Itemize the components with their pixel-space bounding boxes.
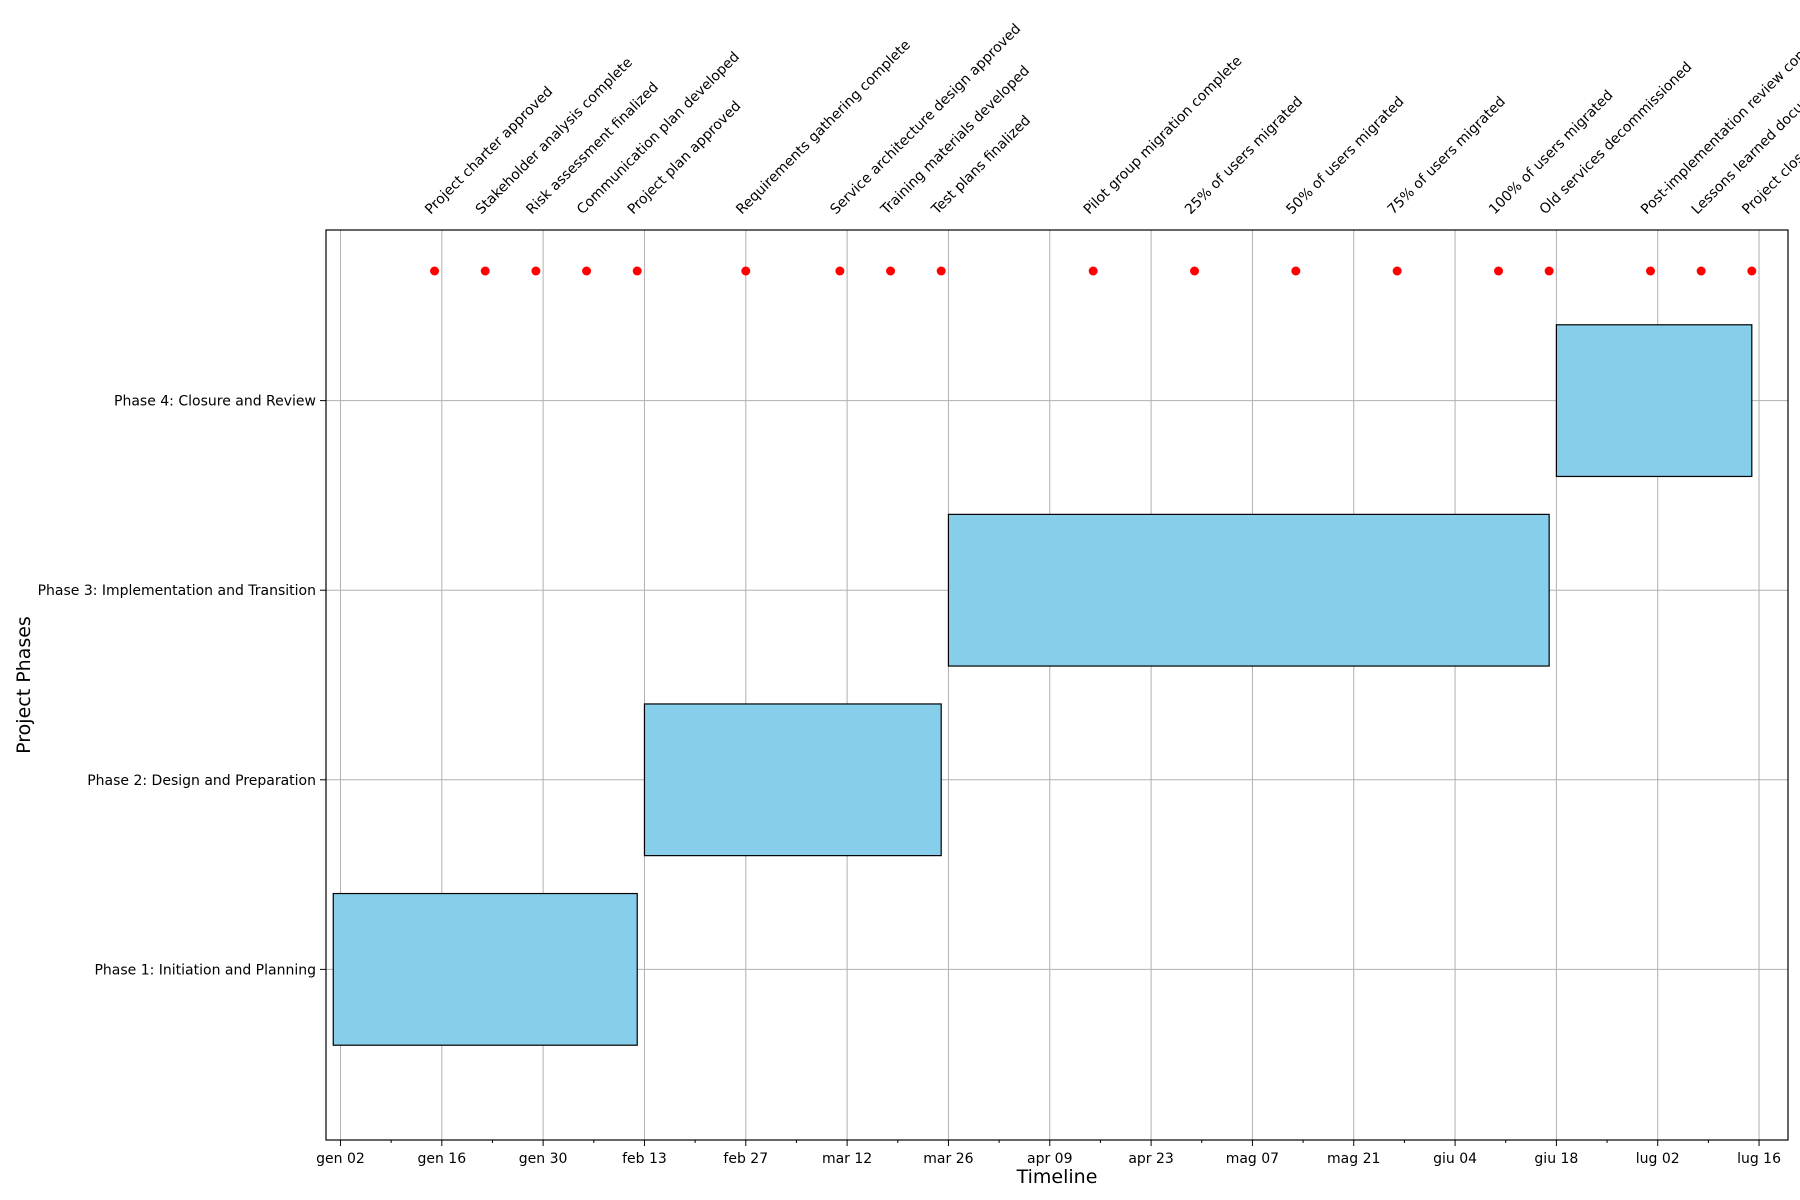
milestone-dot <box>886 266 896 276</box>
x-tick-label: gen 16 <box>417 1151 466 1167</box>
milestone-label: Requirements gathering complete <box>733 37 914 218</box>
milestone-dot <box>480 266 490 276</box>
milestone-label: 75% of users migrated <box>1385 94 1509 218</box>
milestone-dot <box>531 266 541 276</box>
x-tick-label: mar 12 <box>822 1151 872 1167</box>
x-tick-label: apr 23 <box>1128 1151 1174 1167</box>
x-tick-label: mag 07 <box>1226 1151 1279 1167</box>
x-tick-label: lug 16 <box>1737 1151 1781 1167</box>
y-axis-title: Project Phases <box>13 616 35 754</box>
plot-frame <box>325 229 1789 1141</box>
milestone-dot <box>1493 266 1503 276</box>
milestone-dot <box>1544 266 1554 276</box>
phase-bar <box>643 703 942 857</box>
milestone-dot <box>1190 266 1200 276</box>
milestone-dot <box>1392 266 1402 276</box>
milestone-label: Pilot group migration complete <box>1081 53 1246 218</box>
x-axis-ticks: gen 02 gen 16 gen 30 feb 13 feb 27 mar 12 mar … <box>316 1140 1781 1167</box>
x-tick-label: giu 04 <box>1433 1151 1477 1167</box>
phase-bar <box>947 513 1550 667</box>
y-axis-ticks: Phase 1: Initiation and Planning Phase 2:… <box>38 394 326 978</box>
x-tick-label: giu 18 <box>1534 1151 1578 1167</box>
milestone-dot <box>1696 266 1706 276</box>
milestone-label: 25% of users migrated <box>1182 94 1306 218</box>
milestone-label: 50% of users migrated <box>1283 94 1407 218</box>
x-tick-label: gen 30 <box>519 1151 568 1167</box>
milestone-dot <box>1088 266 1098 276</box>
phase-bar <box>332 892 638 1046</box>
phase-label: Phase 2: Design and Preparation <box>87 773 316 789</box>
x-tick-label: feb 27 <box>723 1151 768 1167</box>
x-tick-label: lug 02 <box>1636 1151 1680 1167</box>
milestone-dot <box>835 266 845 276</box>
phase-label: Phase 3: Implementation and Transition <box>38 583 316 599</box>
phase-bars <box>332 324 1753 1046</box>
milestone-dot <box>1747 266 1757 276</box>
milestone-dot <box>936 266 946 276</box>
x-tick-label: mag 21 <box>1327 1151 1380 1167</box>
milestone-label: Service architecture design approved <box>827 21 1024 218</box>
x-axis-title: Timeline <box>1016 1166 1098 1188</box>
milestone-dot <box>1645 266 1655 276</box>
phase-label: Phase 4: Closure and Review <box>114 394 316 410</box>
milestone-dot <box>430 266 440 276</box>
milestone-dot <box>632 266 642 276</box>
phase-bar <box>1555 324 1753 478</box>
x-tick-label: gen 02 <box>316 1151 365 1167</box>
x-tick-label: mar 26 <box>923 1151 973 1167</box>
milestone-dot <box>582 266 592 276</box>
phase-label: Phase 1: Initiation and Planning <box>94 962 316 978</box>
x-tick-label: apr 09 <box>1027 1151 1073 1167</box>
milestone-label: Test plans finalized <box>928 113 1034 219</box>
milestone-markers <box>430 266 1757 276</box>
milestone-dot <box>741 266 751 276</box>
milestone-dot <box>1291 266 1301 276</box>
x-tick-label: feb 13 <box>622 1151 667 1167</box>
